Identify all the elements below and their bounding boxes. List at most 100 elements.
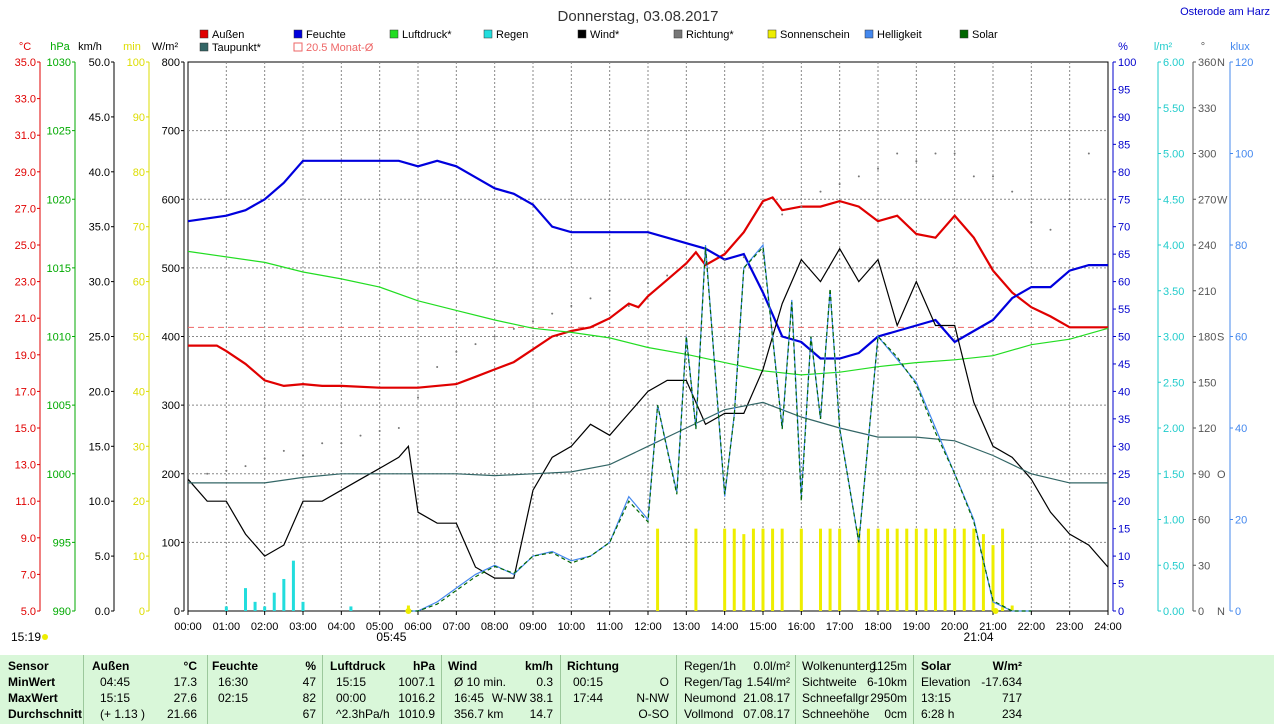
series-richtung-point <box>992 175 994 178</box>
stats-separator <box>83 655 84 724</box>
axis-tick-label-hpa: 1000 <box>47 469 71 481</box>
series-feuchte <box>187 159 1108 360</box>
legend-swatch <box>293 29 303 39</box>
axis-unit-min: min <box>123 41 141 53</box>
bar-sonnenschein <box>780 528 784 611</box>
series-richtung-point <box>800 205 803 208</box>
stats-cell: MinWert <box>8 675 56 689</box>
series-richtung-point <box>340 442 343 445</box>
axis-tick-label-pct: 90 <box>1118 112 1130 124</box>
axis-tick-label-temp: 27.0 <box>15 203 36 215</box>
series-richtung-point <box>1049 228 1052 231</box>
axis-tick-label-kmh: 35.0 <box>89 222 110 234</box>
stats-cell: % <box>305 659 316 673</box>
axis-tick-label-lm2: 6.00 <box>1163 57 1184 69</box>
axis-unit-klux: klux <box>1230 41 1250 53</box>
axis-tick-label-wm2: 300 <box>162 400 180 412</box>
axis-tick-label-klux: 120 <box>1235 57 1253 69</box>
stats-panel: Sensor MinWert MaxWert Durchschnitt Außen °C 0… <box>0 655 1274 724</box>
series-richtung-point <box>589 297 592 300</box>
axis-direction-label: S <box>1217 332 1224 344</box>
sunrise-marker <box>405 608 412 614</box>
location-link[interactable]: Osterode am Harz <box>1180 6 1270 18</box>
stats-cell: Vollmond <box>684 707 734 721</box>
stats-cell: Neumond <box>684 691 737 705</box>
series-richtung-point <box>781 213 784 216</box>
stats-cell: ^2.3hPa/h <box>336 707 390 721</box>
stats-cell: 15:15 <box>336 675 367 689</box>
axis-tick-label-kmh: 30.0 <box>89 277 110 289</box>
axis-tick-label-wm2: 600 <box>162 194 180 206</box>
axis-tick-label-temp: 23.0 <box>15 277 36 289</box>
axis-tick-label-temp: 31.0 <box>15 130 36 142</box>
bar-sonnenschein <box>1001 528 1005 611</box>
series-richtung-point <box>244 465 247 468</box>
series-richtung-point <box>877 167 879 170</box>
axis-tick-label-lm2: 2.00 <box>1163 423 1184 435</box>
axis-tick-label-min: 100 <box>127 57 145 69</box>
axis-tick-label-pct: 100 <box>1118 57 1136 69</box>
bar-sonnenschein <box>914 528 918 611</box>
stats-cell: 67 <box>302 707 316 721</box>
axis-unit-deg: ° <box>1201 41 1205 53</box>
series-richtung-point <box>838 183 841 185</box>
stats-cell: 1016.2 <box>398 691 435 705</box>
axis-tick-label-hpa: 1030 <box>47 57 71 69</box>
axis-tick-label-deg: 300 <box>1198 149 1216 161</box>
legend-item: Taupunkt* <box>199 42 262 54</box>
axis-tick-label-deg: 60 <box>1198 515 1210 527</box>
series-richtung-point <box>1030 221 1033 224</box>
current-time: 15:19 <box>11 630 41 644</box>
stats-cell: Wolkenunterg <box>802 659 876 673</box>
axis-tick-label-klux: 40 <box>1235 423 1247 435</box>
stats-cell: W-NW <box>491 691 527 705</box>
stats-separator <box>441 655 442 724</box>
series-richtung-point <box>282 449 285 452</box>
stats-cell: hPa <box>412 659 435 673</box>
axis-tick-label-pct: 0 <box>1118 606 1124 618</box>
stats-cell: 02:15 <box>218 691 249 705</box>
legend-swatch <box>293 42 303 52</box>
series-richtung-point <box>647 282 649 285</box>
axis-tick-label-min: 20 <box>133 496 145 508</box>
axis-tick-label-wm2: 400 <box>162 332 180 344</box>
bar-sonnenschein <box>981 534 985 611</box>
series-richtung-point <box>455 350 458 353</box>
series-richtung-point <box>302 454 304 457</box>
x-tick-label: 13:00 <box>673 621 701 633</box>
stats-cell: Schneehöhe <box>802 707 870 721</box>
axis-unit-temp: °C <box>19 41 31 53</box>
series-taupunkt <box>188 401 1108 484</box>
axis-tick-label-klux: 0 <box>1235 606 1241 618</box>
x-tick-label: 07:00 <box>443 621 471 633</box>
legend-swatch <box>577 29 587 39</box>
axis-tick-label-lm2: 0.50 <box>1163 560 1184 572</box>
bar-regen <box>244 588 247 611</box>
axis-tick-label-temp: 21.0 <box>15 313 36 325</box>
stats-cell: km/h <box>524 659 553 673</box>
stats-cell: Richtung <box>567 659 619 673</box>
axis-tick-label-temp: 29.0 <box>15 167 36 179</box>
axis-tick-label-min: 50 <box>133 332 145 344</box>
bar-sonnenschein <box>742 534 746 611</box>
bar-sonnenschein <box>876 528 880 611</box>
stats-cell: 0.3 <box>536 675 553 689</box>
stats-cell: 0.0l/m² <box>753 659 790 673</box>
series-richtung-point <box>493 335 496 338</box>
axis-tick-label-deg: 120 <box>1198 423 1216 435</box>
legend-label: Luftdruck* <box>402 29 452 41</box>
series-richtung-point <box>819 190 822 193</box>
legend-label: Feuchte <box>306 29 346 41</box>
stats-cell: 47 <box>302 675 316 689</box>
axis-tick-label-lm2: 3.00 <box>1163 332 1184 344</box>
sunset-label: 21:04 <box>964 630 994 644</box>
stats-separator <box>322 655 323 724</box>
axis-unit-lm2: l/m² <box>1154 41 1173 53</box>
x-tick-label: 21:00 <box>979 621 1007 633</box>
stats-cell: 16:30 <box>218 675 249 689</box>
stats-cell: 1125m <box>871 659 907 673</box>
axis-unit-pct: % <box>1118 41 1128 53</box>
axis-unit-hpa: hPa <box>50 41 70 53</box>
axis-tick-label-wm2: 700 <box>162 126 180 138</box>
series-richtung-point <box>225 469 228 472</box>
